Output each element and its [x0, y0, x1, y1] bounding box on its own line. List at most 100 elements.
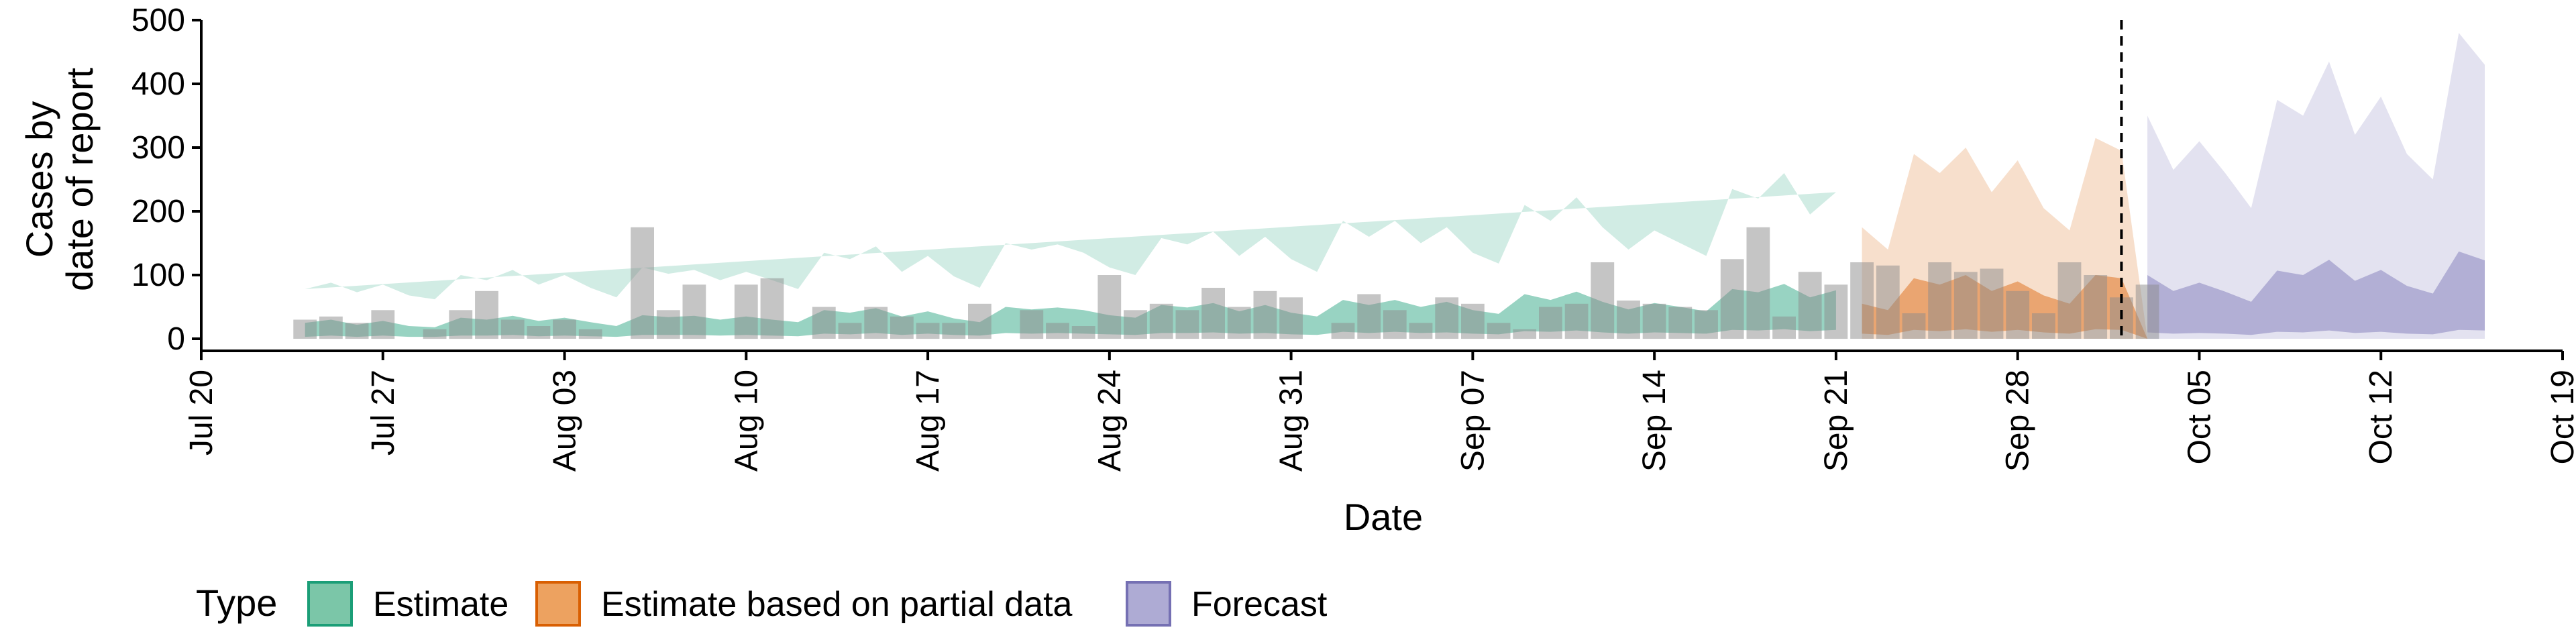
reported-case-bar	[1331, 323, 1355, 339]
reported-case-bar	[553, 319, 576, 339]
x-tick-label: Oct 12	[2363, 370, 2399, 464]
reported-case-bar	[942, 323, 966, 339]
reported-case-bar	[1461, 303, 1485, 339]
reported-case-bar	[2006, 290, 2030, 339]
legend-key	[1126, 581, 1171, 627]
forecast-outer-band	[2147, 33, 2485, 339]
reported-case-bar	[1279, 297, 1303, 339]
x-tick-label: Aug 31	[1274, 370, 1309, 472]
reported-case-bar	[449, 310, 473, 339]
reported-case-bar	[319, 316, 343, 339]
y-tick-label: 200	[131, 194, 185, 229]
reported-case-bar	[2084, 275, 2108, 339]
reported-case-bar	[812, 307, 836, 339]
y-tick-label: 100	[131, 258, 185, 293]
reported-case-bar	[864, 307, 888, 339]
reported-case-bar	[1357, 294, 1381, 339]
estimate-outer-band	[305, 173, 1836, 300]
reported-case-bar	[371, 310, 395, 339]
y-tick-label: 400	[131, 66, 185, 102]
reported-case-bar	[968, 303, 991, 339]
reported-case-bar	[1435, 297, 1459, 339]
reported-case-bar	[916, 323, 940, 339]
reported-case-bar	[1591, 262, 1615, 339]
legend-key	[307, 581, 353, 627]
reported-case-bar	[838, 323, 862, 339]
reported-case-bar	[578, 329, 602, 339]
reported-case-bar	[1953, 272, 1978, 339]
x-tick-label: Aug 17	[910, 370, 946, 472]
reported-case-bar	[682, 284, 706, 339]
x-tick-label: Jul 27	[366, 370, 401, 455]
reported-case-bar	[423, 329, 447, 339]
legend-label: Estimate based on partial data	[601, 585, 1073, 624]
reported-case-bar	[1020, 310, 1044, 339]
reported-case-bar	[475, 290, 498, 339]
reported-case-bar	[1097, 275, 1122, 339]
x-tick-label: Aug 10	[729, 370, 764, 472]
legend-label: Forecast	[1191, 585, 1328, 624]
x-tick-label: Sep 28	[2000, 370, 2036, 472]
reported-case-bar	[1046, 323, 1069, 339]
x-tick-label: Sep 14	[1637, 370, 1672, 472]
reported-case-bar	[1850, 262, 1874, 339]
reported-case-bar	[2057, 262, 2082, 339]
reported-case-bars	[293, 227, 2159, 339]
reported-case-bar	[1798, 272, 1822, 339]
forecast-inner-band	[2147, 251, 2485, 335]
x-tick-label: Sep 07	[1455, 370, 1491, 472]
y-tick-label: 500	[131, 3, 185, 38]
reported-case-bar	[1928, 262, 1951, 339]
reported-case-bar	[1720, 259, 1744, 339]
y-tick-label: 0	[167, 321, 185, 357]
legend-title: Type	[196, 582, 277, 624]
legend-key	[535, 581, 581, 627]
reported-case-bar	[1772, 316, 1796, 339]
reported-case-bar	[1253, 290, 1277, 339]
reported-case-bar	[1980, 268, 2004, 339]
reported-case-bar	[1746, 227, 1770, 339]
reported-case-bar	[1487, 323, 1511, 339]
reported-case-bar	[1409, 323, 1433, 339]
reported-case-bar	[631, 227, 654, 339]
reported-case-bar	[760, 278, 784, 339]
y-axis-title-line: Cases by	[18, 101, 60, 258]
x-tick-label: Aug 03	[547, 370, 583, 472]
reported-case-bar	[293, 319, 317, 339]
reported-case-bar	[2135, 284, 2159, 339]
reported-case-bar	[656, 310, 680, 339]
reported-case-bar	[1642, 303, 1666, 339]
reported-case-bar	[1539, 307, 1562, 339]
y-axis-title-line: date of report	[58, 68, 101, 292]
x-tick-label: Aug 24	[1092, 370, 1128, 472]
reported-case-bar	[1617, 301, 1640, 339]
reported-case-bar	[1564, 303, 1589, 339]
reported-case-bar	[1876, 265, 1900, 339]
reported-case-bar	[734, 284, 758, 339]
axes: 0 100 200 300 400 500 Jul 20 Jul 27 Aug 03 Aug 10…	[131, 3, 2576, 472]
x-tick-label: Jul 20	[184, 370, 219, 455]
reported-case-bar	[1071, 326, 1095, 339]
reported-case-bar	[1124, 310, 1147, 339]
y-tick-label: 300	[131, 130, 185, 166]
reported-case-bar	[1383, 310, 1407, 339]
reported-case-bar	[1902, 313, 1926, 339]
reported-case-bar	[2032, 313, 2055, 339]
legend: Type Estimate Estimate based on partial da…	[196, 581, 1328, 627]
reported-case-bar	[1201, 288, 1225, 339]
reported-case-bar	[1149, 303, 1173, 339]
reported-case-bar	[1227, 307, 1251, 339]
reported-case-bar	[1513, 329, 1537, 339]
reported-case-bar	[1175, 310, 1199, 339]
reported-case-bar	[890, 316, 914, 339]
reported-case-bar	[527, 326, 551, 339]
x-tick-label: Oct 05	[2182, 370, 2217, 464]
x-axis-title: Date	[1344, 496, 1423, 538]
legend-label: Estimate	[373, 585, 508, 624]
reported-case-bar	[345, 323, 369, 339]
reported-case-bar	[1668, 307, 1693, 339]
reported-case-bar	[1824, 284, 1848, 339]
reported-case-bar	[500, 319, 525, 339]
